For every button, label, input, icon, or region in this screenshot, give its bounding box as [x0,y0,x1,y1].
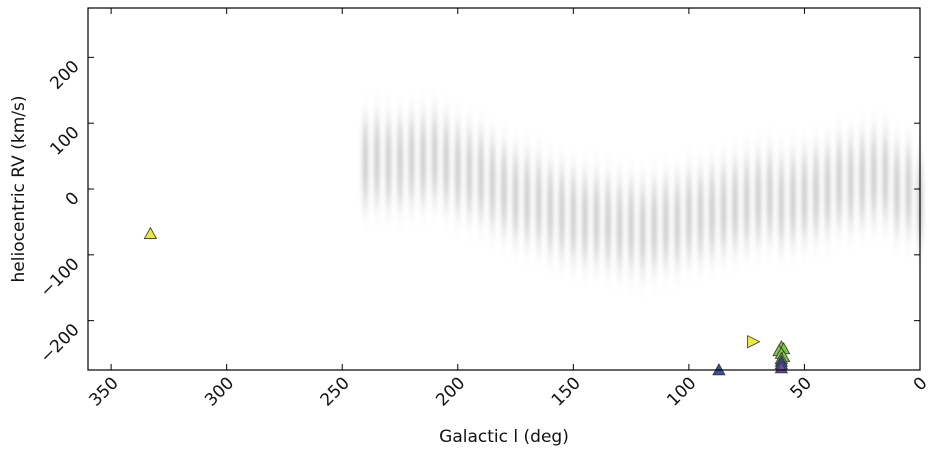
y-tick-label: −200 [36,320,83,367]
density-stripe [720,163,727,254]
y-tick-label: 100 [46,123,83,160]
density-stripe [743,157,750,248]
density-stripe [709,167,715,258]
density-stripe [512,150,519,241]
x-tick-label: 50 [787,373,816,402]
density-stripe [501,144,507,234]
density-stripe [558,167,565,258]
density-stripe [697,170,704,261]
x-tick-label: 150 [548,373,585,410]
density-stripe [662,176,669,267]
density-stripe [616,180,623,271]
density-stripe [755,153,762,244]
density-stripe [674,176,681,267]
density-stripe [605,176,611,267]
density-stripe [477,130,484,221]
density-stripe [593,173,600,264]
density-stripe [847,137,854,228]
density-stripe [813,147,819,238]
density-stripe [420,114,427,205]
density-stripe [397,117,403,208]
density-stripe [628,180,635,271]
density-stripe [431,111,438,202]
density-stripe [859,134,866,225]
density-stripe [454,124,461,215]
density-stripe [905,144,912,234]
density-stripe [362,117,369,208]
y-tick-label: −100 [36,254,83,301]
density-stripe [778,157,785,248]
density-stripe [466,127,473,218]
density-stripe [408,114,415,205]
x-tick-label: 300 [201,373,238,410]
density-stripe [789,153,796,244]
density-stripe [870,130,877,221]
density-stripe [766,150,773,241]
density-stripe [535,157,542,248]
density-stripe [385,117,392,208]
y-tick-label: 200 [46,57,83,94]
density-stripe [581,173,588,264]
density-stripe [824,144,831,234]
marker [747,335,761,349]
x-tick-label: 100 [663,373,700,410]
y-axis-label: heliocentric RV (km/s) [9,96,29,283]
marker [143,226,158,239]
x-tick-label: 0 [910,373,932,395]
density-stripe [836,137,843,228]
x-tick-label: 250 [317,373,354,410]
density-stripe [547,163,554,254]
density-stripe [732,160,739,251]
density-stripe [570,170,577,261]
x-tick-label: 200 [432,373,469,410]
density-stripe [639,183,646,274]
x-tick-label: 350 [86,373,123,410]
y-tick-label: 0 [62,188,84,210]
density-stripe [373,114,380,205]
density-stripe [893,144,900,234]
x-axis-label: Galactic l (deg) [439,427,569,447]
density-stripe [651,180,658,271]
density-stripe [882,130,889,221]
density-stripe [443,117,450,208]
density-stripe [801,150,808,241]
density-stripe [524,153,531,244]
density-stripe [685,170,692,261]
density-stripe [489,137,496,228]
